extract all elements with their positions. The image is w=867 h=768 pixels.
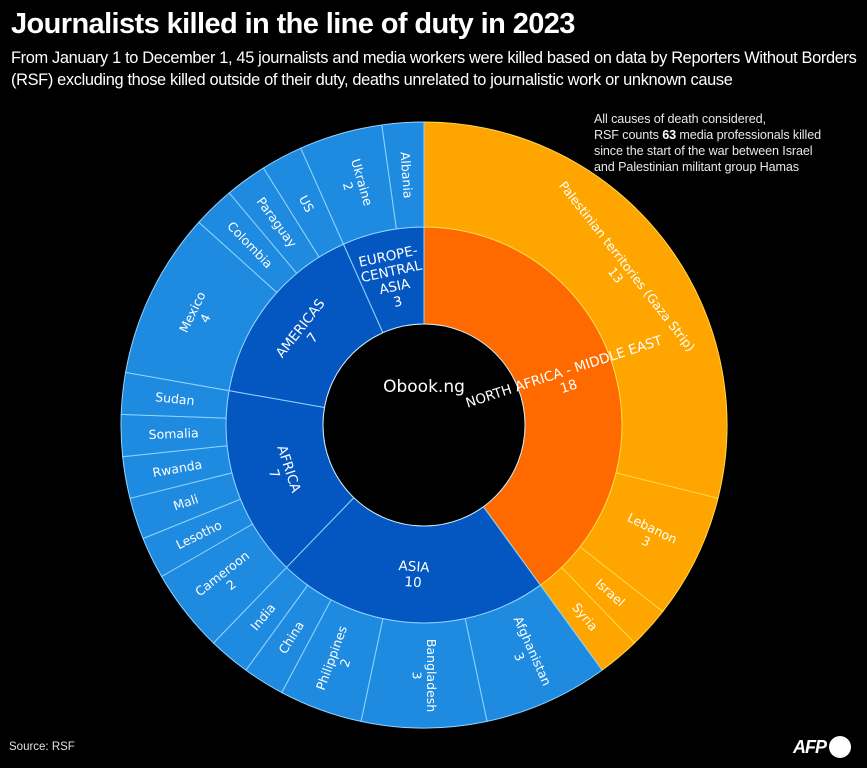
region-label-europe-central-asia-value: 3 xyxy=(392,294,404,311)
country-label-bangladesh-name: Bangladesh xyxy=(424,639,439,712)
country-label-us: US xyxy=(296,193,317,215)
country-label-sudan: Sudan xyxy=(155,389,196,408)
region-label-europe-central-asia-name: ASIA xyxy=(378,276,412,298)
afp-logo-circle-icon xyxy=(829,736,851,758)
watermark: Obook.ng xyxy=(383,377,465,397)
country-segment-palestinian-territories-gaza-strip xyxy=(423,121,728,499)
country-label-albania: Albania xyxy=(398,151,416,199)
region-label-asia: ASIA10 xyxy=(397,558,431,592)
chart-subtitle: From January 1 to December 1, 45 journal… xyxy=(11,49,857,89)
note-line-1: All causes of death considered, xyxy=(594,112,766,126)
country-label-albania-name: Albania xyxy=(398,151,416,199)
note-line-3: since the start of the war between Israe… xyxy=(594,144,813,158)
region-label-asia-name: ASIA xyxy=(398,558,431,576)
afp-logo: AFP xyxy=(793,736,851,758)
country-label-bangladesh-value: 3 xyxy=(409,672,424,680)
chart-title: Journalists killed in the line of duty i… xyxy=(11,8,575,40)
country-label-us-name: US xyxy=(296,193,317,215)
country-label-somalia: Somalia xyxy=(148,425,199,442)
country-label-mali: Mali xyxy=(171,491,200,513)
region-label-asia-value: 10 xyxy=(404,574,422,591)
country-label-bangladesh: Bangladesh3 xyxy=(409,639,438,712)
note-text: RSF counts xyxy=(594,128,663,142)
chart-segments xyxy=(120,121,728,729)
country-label-ukraine-value: 2 xyxy=(340,180,357,192)
note-text: media professionals killed xyxy=(676,128,822,142)
note-count: 63 xyxy=(662,128,677,142)
note-line-4: and Palestinian militant group Hamas xyxy=(594,160,800,174)
country-label-mali-name: Mali xyxy=(171,491,200,513)
country-segment-albania xyxy=(381,121,425,230)
region-label-north-africa-middle-east-value: 18 xyxy=(558,377,579,398)
source-label: Source: RSF xyxy=(9,741,75,753)
country-label-sudan-name: Sudan xyxy=(155,389,196,408)
country-label-somalia-name: Somalia xyxy=(148,425,199,442)
note-line-2: RSF counts 63 media professionals killed xyxy=(594,127,864,143)
annotation-note: All causes of death considered, RSF coun… xyxy=(594,111,864,175)
center-hole xyxy=(322,323,526,527)
afp-logo-text: AFP xyxy=(793,736,827,757)
